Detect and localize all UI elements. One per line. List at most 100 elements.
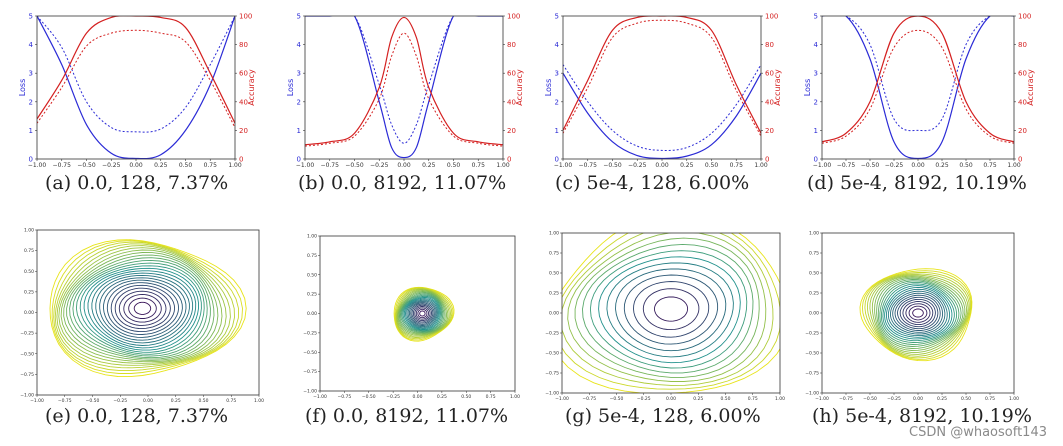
contour-level — [562, 233, 774, 386]
loss-tick-label: 1 — [29, 127, 33, 135]
x-tick-label: −1.00 — [813, 162, 832, 169]
contour-level — [884, 285, 953, 340]
y-tick-label: 0.50 — [24, 269, 34, 275]
x-tick-label: 1.00 — [1009, 396, 1019, 402]
x-tick-label: −0.50 — [610, 396, 624, 402]
contour-level — [417, 308, 428, 319]
accuracy-tick-label: 0 — [1018, 156, 1022, 164]
contour-level — [110, 284, 176, 333]
caption-e: (e) 0.0, 128, 7.37% — [45, 405, 229, 427]
x-tick-label: 0.50 — [461, 394, 471, 400]
accuracy-axis-label: Accuracy — [515, 69, 524, 106]
contour-level — [880, 281, 958, 343]
y-tick-label: 1.00 — [549, 231, 559, 237]
accuracy-tick-label: 80 — [1018, 41, 1027, 49]
contour-level — [642, 288, 700, 331]
x-tick-label: 1.00 — [254, 398, 264, 404]
contour-level — [414, 306, 431, 322]
x-tick-label: 0.25 — [154, 162, 168, 169]
x-tick-label: 1.00 — [510, 394, 520, 400]
contour-level — [411, 303, 434, 324]
contour-level — [54, 243, 235, 369]
x-tick-label: 0.25 — [422, 162, 436, 169]
contour-level — [51, 240, 243, 374]
loss-dotted-line — [822, 16, 1014, 132]
plot-frame — [821, 15, 1015, 160]
line-chart-d: −1.00 −0.75 −0.50 −0.25 0.00 0.25 0.50 0.75 1.00… — [803, 13, 1035, 170]
loss-solid-line — [822, 16, 1014, 159]
y-tick-label: −0.50 — [20, 351, 34, 357]
accuracy-tick-label: 20 — [239, 127, 248, 135]
contour-level — [633, 281, 710, 338]
contour-level — [882, 283, 955, 342]
caption-b: (b) 0.0, 8192, 11.07% — [298, 172, 507, 194]
x-tick-label: −0.75 — [321, 162, 340, 169]
accuracy-tick-label: 100 — [765, 13, 778, 21]
x-tick-label: 0.00 — [911, 162, 925, 169]
loss-tick-label: 5 — [814, 13, 818, 21]
contour-level — [123, 294, 162, 323]
contour-level — [562, 233, 780, 390]
contour-level — [403, 297, 440, 330]
accuracy-tick-label: 60 — [239, 70, 248, 78]
y-tick-label: 0.00 — [24, 310, 34, 316]
x-tick-label: −1.00 — [313, 394, 327, 400]
y-tick-label: 0.00 — [809, 311, 819, 317]
contour-level — [892, 292, 943, 333]
y-tick-label: 0.50 — [307, 272, 317, 278]
accuracy-tick-label: 80 — [765, 41, 774, 49]
contour-level — [63, 252, 219, 361]
loss-solid-line — [305, 16, 503, 159]
accuracy-tick-label: 20 — [507, 127, 516, 135]
accuracy-tick-label: 100 — [239, 13, 252, 21]
contour-level — [99, 277, 187, 341]
loss-dotted-line — [563, 64, 761, 151]
contour-level — [871, 275, 968, 353]
loss-tick-label: 0 — [297, 156, 301, 164]
x-tick-label: −1.00 — [554, 162, 573, 169]
loss-axis-label: Loss — [544, 79, 553, 97]
y-tick-label: 1.00 — [307, 234, 317, 240]
contour-level — [654, 296, 689, 322]
caption-g: (g) 5e-4, 128, 6.00% — [565, 405, 761, 427]
y-tick-label: 0.75 — [809, 251, 819, 257]
accuracy-tick-label: 0 — [239, 156, 243, 164]
x-tick-label: −0.75 — [837, 162, 856, 169]
x-tick-label: 0.25 — [693, 396, 703, 402]
accuracy-solid-line — [822, 16, 1014, 143]
contour-level — [412, 304, 432, 323]
x-tick-label: 0.25 — [680, 162, 694, 169]
x-tick-label: 0.50 — [961, 396, 971, 402]
contour-level — [582, 243, 754, 374]
x-tick-label: 0.00 — [655, 162, 669, 169]
y-tick-label: −0.25 — [303, 330, 317, 336]
loss-tick-label: 4 — [814, 41, 819, 49]
contour-level — [118, 290, 167, 326]
x-tick-label: −0.25 — [628, 162, 647, 169]
contour-level — [876, 277, 964, 349]
contour-level — [53, 241, 239, 372]
contour-level — [406, 299, 438, 329]
line-chart-c: −1.00 −0.75 −0.50 −0.25 0.00 0.25 0.50 0.75 1.00… — [544, 13, 782, 170]
caption-c: (c) 5e-4, 128, 6.00% — [555, 172, 750, 194]
loss-tick-label: 1 — [814, 127, 818, 135]
x-tick-label: −0.50 — [86, 398, 100, 404]
caption-h: (h) 5e-4, 8192, 10.19% — [812, 405, 1032, 427]
contour-level — [869, 274, 969, 355]
contour-level — [49, 239, 247, 378]
contour-level — [83, 267, 199, 351]
contour-level — [902, 301, 934, 326]
x-tick-label: 0.75 — [204, 162, 218, 169]
x-tick-label: 0.50 — [198, 398, 208, 404]
caption-f: (f) 0.0, 8192, 11.07% — [305, 405, 509, 427]
contour-level — [897, 296, 939, 330]
x-tick-label: 1.00 — [754, 162, 768, 169]
x-tick-label: 0.75 — [226, 398, 236, 404]
contour-level — [885, 286, 951, 338]
accuracy-axis-label: Accuracy — [247, 69, 256, 106]
contour-level — [859, 268, 973, 362]
caption-a: (a) 0.0, 128, 7.37% — [45, 172, 229, 194]
accuracy-tick-label: 40 — [765, 98, 774, 106]
x-tick-label: −1.00 — [815, 396, 829, 402]
contour-level — [866, 273, 970, 357]
